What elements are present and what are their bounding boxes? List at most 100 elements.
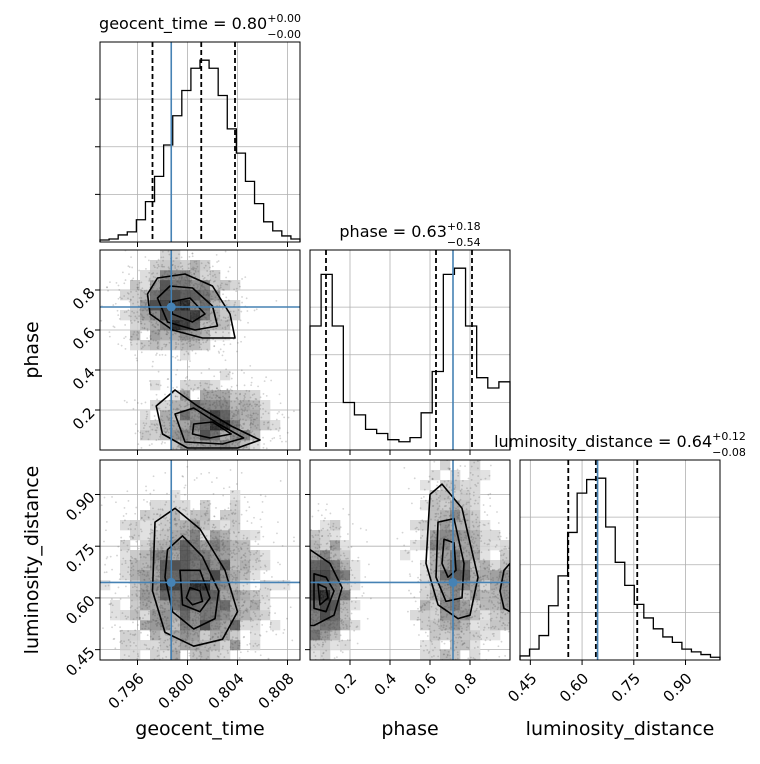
sample-point — [111, 598, 113, 600]
sample-point — [184, 494, 186, 496]
sample-point — [161, 443, 163, 445]
sample-point — [236, 483, 238, 485]
sample-point — [229, 413, 231, 415]
sample-point — [186, 466, 188, 468]
sample-point — [183, 543, 185, 545]
sample-point — [155, 631, 157, 633]
sample-point — [224, 451, 226, 453]
sample-point — [209, 308, 211, 310]
sample-point — [147, 431, 149, 433]
sample-point — [207, 392, 209, 394]
sample-point — [218, 428, 220, 430]
sample-point — [169, 282, 171, 284]
sample-point — [273, 437, 275, 439]
sample-point — [164, 442, 166, 444]
sample-point — [207, 339, 209, 341]
sample-point — [246, 567, 248, 569]
sample-point — [131, 605, 133, 607]
sample-point — [139, 598, 141, 600]
sample-point — [158, 259, 160, 261]
sample-point — [165, 432, 167, 434]
sample-point — [196, 595, 198, 597]
sample-point — [109, 331, 111, 333]
sample-point — [134, 354, 136, 356]
sample-point — [195, 426, 197, 428]
sample-point — [222, 646, 224, 648]
sample-point — [275, 300, 277, 302]
sample-point — [197, 564, 199, 566]
density-cell — [130, 600, 140, 610]
sample-point — [281, 441, 283, 443]
sample-point — [213, 577, 215, 579]
sample-point — [203, 611, 205, 613]
sample-point — [180, 622, 182, 624]
sample-point — [272, 438, 274, 440]
sample-point — [240, 591, 242, 593]
sample-point — [203, 292, 205, 294]
sample-point — [176, 585, 178, 587]
sample-point — [251, 405, 253, 407]
sample-point — [120, 598, 122, 600]
sample-point — [236, 620, 238, 622]
sample-point — [203, 429, 205, 431]
sample-point — [189, 284, 191, 286]
sample-point — [257, 385, 259, 387]
sample-point — [222, 354, 224, 356]
sample-point — [177, 572, 179, 574]
sample-point — [235, 628, 237, 630]
sample-point — [216, 261, 218, 263]
sample-point — [134, 609, 136, 611]
sample-point — [134, 399, 136, 401]
sample-point — [155, 311, 157, 313]
sample-point — [220, 441, 222, 443]
sample-point — [259, 429, 261, 431]
sample-point — [169, 561, 171, 563]
sample-point — [106, 571, 108, 573]
sample-point — [186, 292, 188, 294]
sample-point — [253, 413, 255, 415]
sample-point — [164, 603, 166, 605]
sample-point — [141, 348, 143, 350]
sample-point — [206, 618, 208, 620]
sample-point — [132, 622, 134, 624]
sample-point — [241, 408, 243, 410]
sample-point — [152, 631, 154, 633]
sample-point — [125, 513, 127, 515]
sample-point — [218, 352, 220, 354]
sample-point — [149, 434, 151, 436]
sample-point — [219, 389, 221, 391]
sample-point — [168, 290, 170, 292]
sample-point — [200, 385, 202, 387]
sample-point — [174, 288, 176, 290]
sample-point — [216, 626, 218, 628]
sample-point — [148, 596, 150, 598]
sample-point — [237, 623, 239, 625]
sample-point — [207, 292, 209, 294]
sample-point — [180, 308, 182, 310]
sample-point — [220, 606, 222, 608]
sample-point — [194, 598, 196, 600]
sample-point — [187, 352, 189, 354]
sample-point — [263, 679, 265, 681]
sample-point — [220, 598, 222, 600]
sample-point — [219, 584, 221, 586]
sample-point — [217, 285, 219, 287]
sample-point — [220, 576, 222, 578]
sample-point — [185, 415, 187, 417]
sample-point — [148, 648, 150, 650]
sample-point — [245, 415, 247, 417]
sample-point — [204, 577, 206, 579]
sample-point — [228, 299, 230, 301]
sample-point — [255, 615, 257, 617]
sample-point — [179, 651, 181, 653]
sample-point — [164, 273, 166, 275]
sample-point — [234, 314, 236, 316]
sample-point — [241, 561, 243, 563]
sample-point — [141, 623, 143, 625]
sample-point — [163, 303, 165, 305]
density-cell — [250, 630, 260, 640]
sample-point — [125, 586, 127, 588]
sample-point — [183, 597, 185, 599]
sample-point — [198, 558, 200, 560]
sample-point — [213, 441, 215, 443]
